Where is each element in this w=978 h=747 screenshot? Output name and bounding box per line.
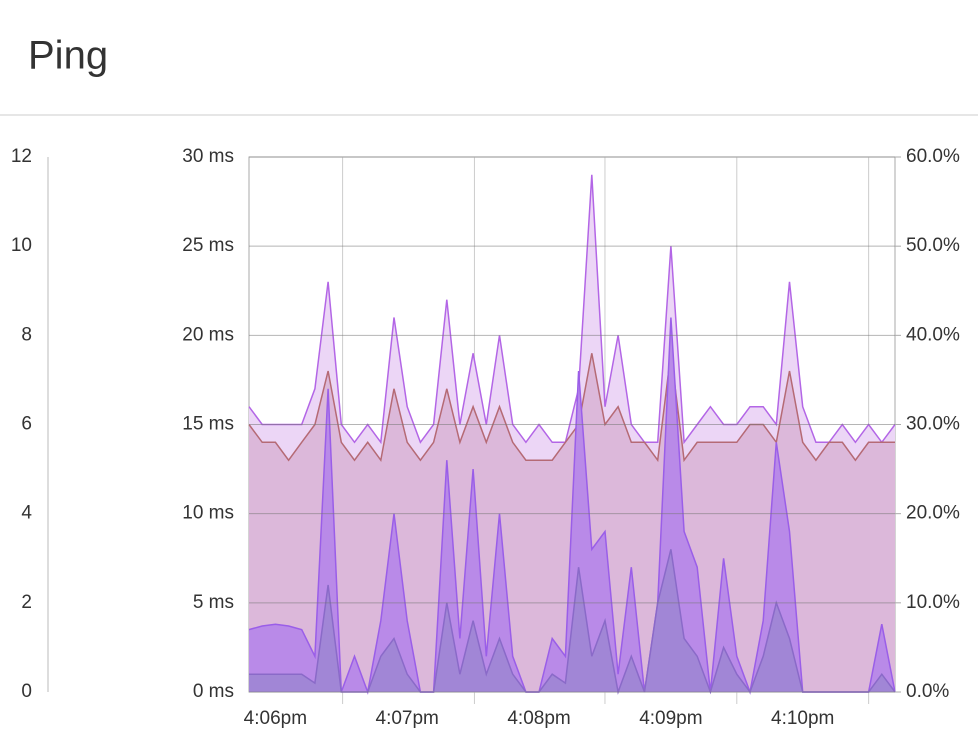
y-tick-label: 30 ms — [182, 146, 234, 167]
y3-tick-label: 10 — [11, 235, 32, 256]
x-tick-label: 4:08pm — [507, 708, 570, 729]
y2-tick-label: 40.0% — [906, 324, 960, 345]
y-tick-label: 10 ms — [182, 503, 234, 524]
y-tick-label: 20 ms — [182, 324, 234, 345]
y2-tick-label: 60.0% — [906, 146, 960, 167]
y3-tick-label: 12 — [11, 146, 32, 167]
y2-tick-label: 0.0% — [906, 681, 949, 702]
series-line — [248, 353, 895, 463]
x-tick-label: 4:07pm — [376, 708, 439, 729]
y3-tick-label: 8 — [21, 324, 32, 345]
y2-tick-label: 50.0% — [906, 235, 960, 256]
x-tick-label: 4:06pm — [244, 708, 307, 729]
series-area — [249, 549, 895, 692]
series-line — [248, 174, 896, 445]
y2-tick-label: 20.0% — [906, 503, 960, 524]
y-tick-label: 25 ms — [182, 235, 234, 256]
page-title: Ping — [28, 34, 108, 78]
y-tick-label: 0 ms — [193, 681, 234, 702]
y3-tick-label: 2 — [21, 592, 32, 613]
y-tick-label: 5 ms — [193, 592, 234, 613]
y-tick-label: 15 ms — [182, 414, 234, 435]
y2-tick-label: 10.0% — [906, 592, 960, 613]
y3-tick-label: 6 — [21, 414, 32, 435]
x-tick-label: 4:10pm — [771, 708, 834, 729]
y3-tick-label: 0 — [21, 681, 32, 702]
y2-tick-label: 30.0% — [906, 414, 960, 435]
x-tick-label: 4:09pm — [639, 708, 702, 729]
y3-tick-label: 4 — [21, 503, 32, 524]
